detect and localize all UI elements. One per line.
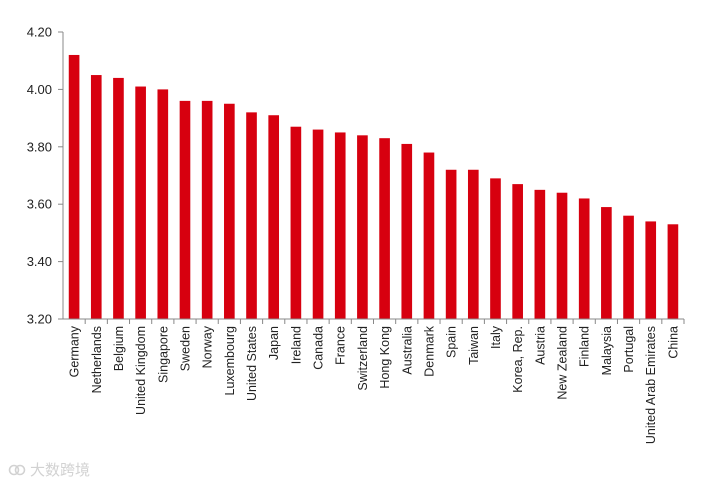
bar-norway [201,100,213,319]
bar-portugal [623,215,634,319]
bar-austria [534,189,546,319]
bar-new-zealand [556,192,568,319]
x-tick-label: Sweden [178,326,192,371]
x-tick-label: New Zealand [556,326,570,400]
bar-united-kingdom [135,86,146,319]
bar-finland [578,198,590,319]
x-tick-label: France [334,326,348,365]
bar-taiwan [467,169,479,319]
bar-korea-rep [512,184,523,319]
y-tick-label: 3.40 [27,254,52,269]
bar-japan [268,115,280,319]
x-tick-label: Italy [489,325,503,349]
bar-luxembourg [224,103,235,319]
x-tick-label: United Kingdom [134,326,148,415]
bar-singapore [157,89,169,320]
bar-germany [68,54,80,320]
x-tick-label: Canada [312,326,326,370]
x-tick-label: United Arab Emirates [644,326,658,444]
x-tick-label: Germany [68,325,82,377]
bar-italy [490,178,501,319]
bar-united-arab-emirates [645,221,657,319]
x-tick-label: Malaysia [600,326,614,375]
bar-denmark [423,152,435,319]
x-tick-label: Austria [533,326,547,365]
y-axis: 3.20 3.40 3.60 3.80 4.00 4.20 [27,25,64,327]
x-tick-label: Hong Kong [378,326,392,389]
x-tick-label: Switzerland [356,326,370,391]
x-tick-label: Japan [267,326,281,360]
x-tick-label: Korea, Rep. [511,326,525,393]
bar-spain [445,169,457,319]
x-tick-label: Norway [201,325,215,368]
x-tick-label: Luxembourg [223,326,237,396]
bar-ireland [290,126,302,320]
x-tick-label: United States [245,326,259,401]
y-tick-label: 4.20 [27,25,52,40]
bar-australia [401,143,413,319]
x-tick-label: Spain [445,326,459,358]
bar-belgium [113,77,124,319]
bar-malaysia [601,207,612,319]
x-tick-label: Finland [578,326,592,367]
x-tick-label: Netherlands [90,326,104,393]
watermark-text: 大数跨境 [30,461,91,479]
x-tick-label: Ireland [289,326,303,364]
bar-switzerland [357,135,368,319]
y-tick-label: 3.60 [27,197,52,212]
bar-united-states [246,112,257,319]
bar-sweden [179,100,191,319]
x-tick-label: Belgium [112,326,126,371]
y-tick-label: 3.20 [27,312,52,327]
bar-china [667,224,679,319]
chain-link-icon [8,464,26,475]
x-tick-label: Singapore [156,326,170,383]
bars [68,54,679,320]
bar-netherlands [90,75,102,319]
bar-france [334,132,346,319]
x-tick-label: China [666,326,680,359]
x-tick-label: Taiwan [467,326,481,365]
bar-canada [312,129,324,319]
x-axis: Germany Netherlands Belgium United Kingdom S… [63,318,685,444]
y-tick-label: 3.80 [27,139,52,154]
bar-hong-kong [379,138,390,319]
x-tick-label: Portugal [622,326,636,373]
x-tick-label: Denmark [422,325,436,376]
y-tick-label: 4.00 [27,82,52,97]
watermark: 大数跨境 [8,459,90,480]
x-tick-label: Australia [400,326,414,375]
